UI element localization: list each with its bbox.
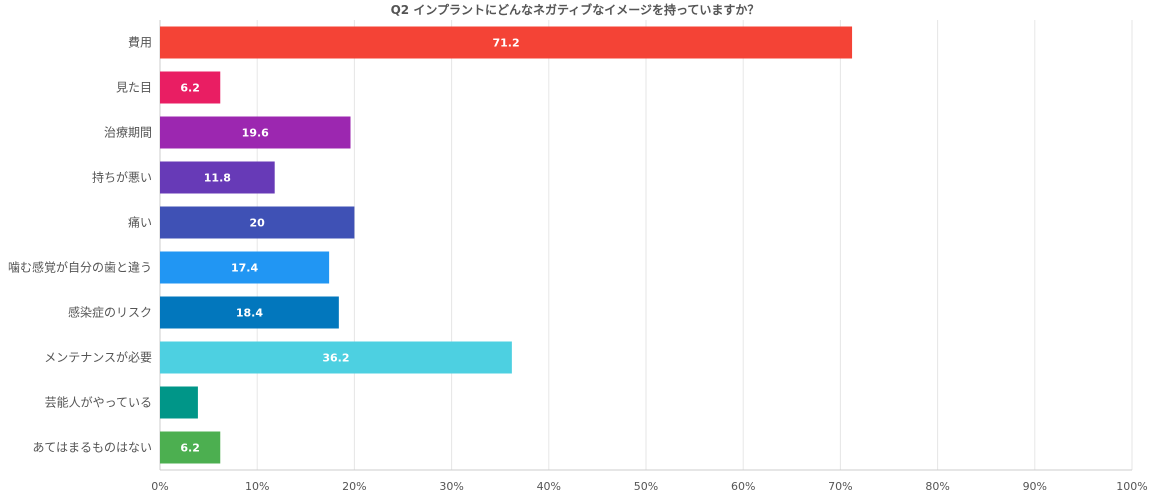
category-label: メンテナンスが必要 xyxy=(44,350,152,365)
x-tick-label: 10% xyxy=(245,480,269,493)
bar xyxy=(160,26,853,59)
x-tick-label: 30% xyxy=(439,480,463,493)
category-label: 噛む感覚が自分の歯と違う xyxy=(8,260,152,275)
bar xyxy=(160,431,221,464)
category-label: 見た目 xyxy=(116,81,152,95)
x-tick-label: 40% xyxy=(537,480,561,493)
bar xyxy=(160,161,275,194)
bar xyxy=(160,116,351,149)
x-tick-label: 60% xyxy=(731,480,755,493)
bar-value-label: 17.4 xyxy=(231,262,258,275)
category-label: 治療期間 xyxy=(104,126,152,140)
category-label: あてはまるものはない xyxy=(32,441,152,455)
x-axis-ticks: 0% 10% 20% 30% 40% 50% 60% 70% 80% 90% 100% xyxy=(151,480,1147,493)
category-label: 芸能人がやっている xyxy=(45,395,152,410)
category-labels: 費用見た目治療期間持ちが悪い痛い噛む感覚が自分の歯と違う感染症のリスクメンテナン… xyxy=(8,35,152,455)
data-labels: 71.2 6.2 19.6 11.8 20 17.4 18.4 36.2 6.2 xyxy=(180,37,519,455)
bar xyxy=(160,206,355,239)
bar-value-label: 20 xyxy=(250,217,266,230)
bars xyxy=(160,26,853,464)
bar xyxy=(160,251,330,284)
chart-title: Q2 インプラントにどんなネガティブなイメージを持っていますか？ xyxy=(391,2,760,17)
bar-value-label: 11.8 xyxy=(204,172,231,185)
bar xyxy=(160,71,221,104)
category-label: 痛い xyxy=(128,215,152,230)
x-tick-label: 80% xyxy=(925,480,949,493)
bar xyxy=(160,341,512,374)
bar-value-label: 6.2 xyxy=(180,82,200,95)
x-tick-label: 0% xyxy=(151,480,168,493)
bar xyxy=(160,296,339,329)
category-label: 費用 xyxy=(128,35,152,50)
bar-value-label: 36.2 xyxy=(322,352,349,365)
gridlines xyxy=(159,20,1133,471)
x-tick-label: 70% xyxy=(828,480,852,493)
x-tick-label: 20% xyxy=(342,480,366,493)
bar-value-label: 71.2 xyxy=(492,37,519,50)
category-label: 感染症のリスク xyxy=(68,305,152,320)
bar-value-label: 19.6 xyxy=(242,127,269,140)
bar xyxy=(160,386,198,419)
bar-value-label: 18.4 xyxy=(236,307,263,320)
x-tick-label: 100% xyxy=(1116,480,1147,493)
category-label: 持ちが悪い xyxy=(92,170,152,185)
bar-value-label: 6.2 xyxy=(180,442,200,455)
x-tick-label: 90% xyxy=(1023,480,1047,493)
x-tick-label: 50% xyxy=(634,480,658,493)
